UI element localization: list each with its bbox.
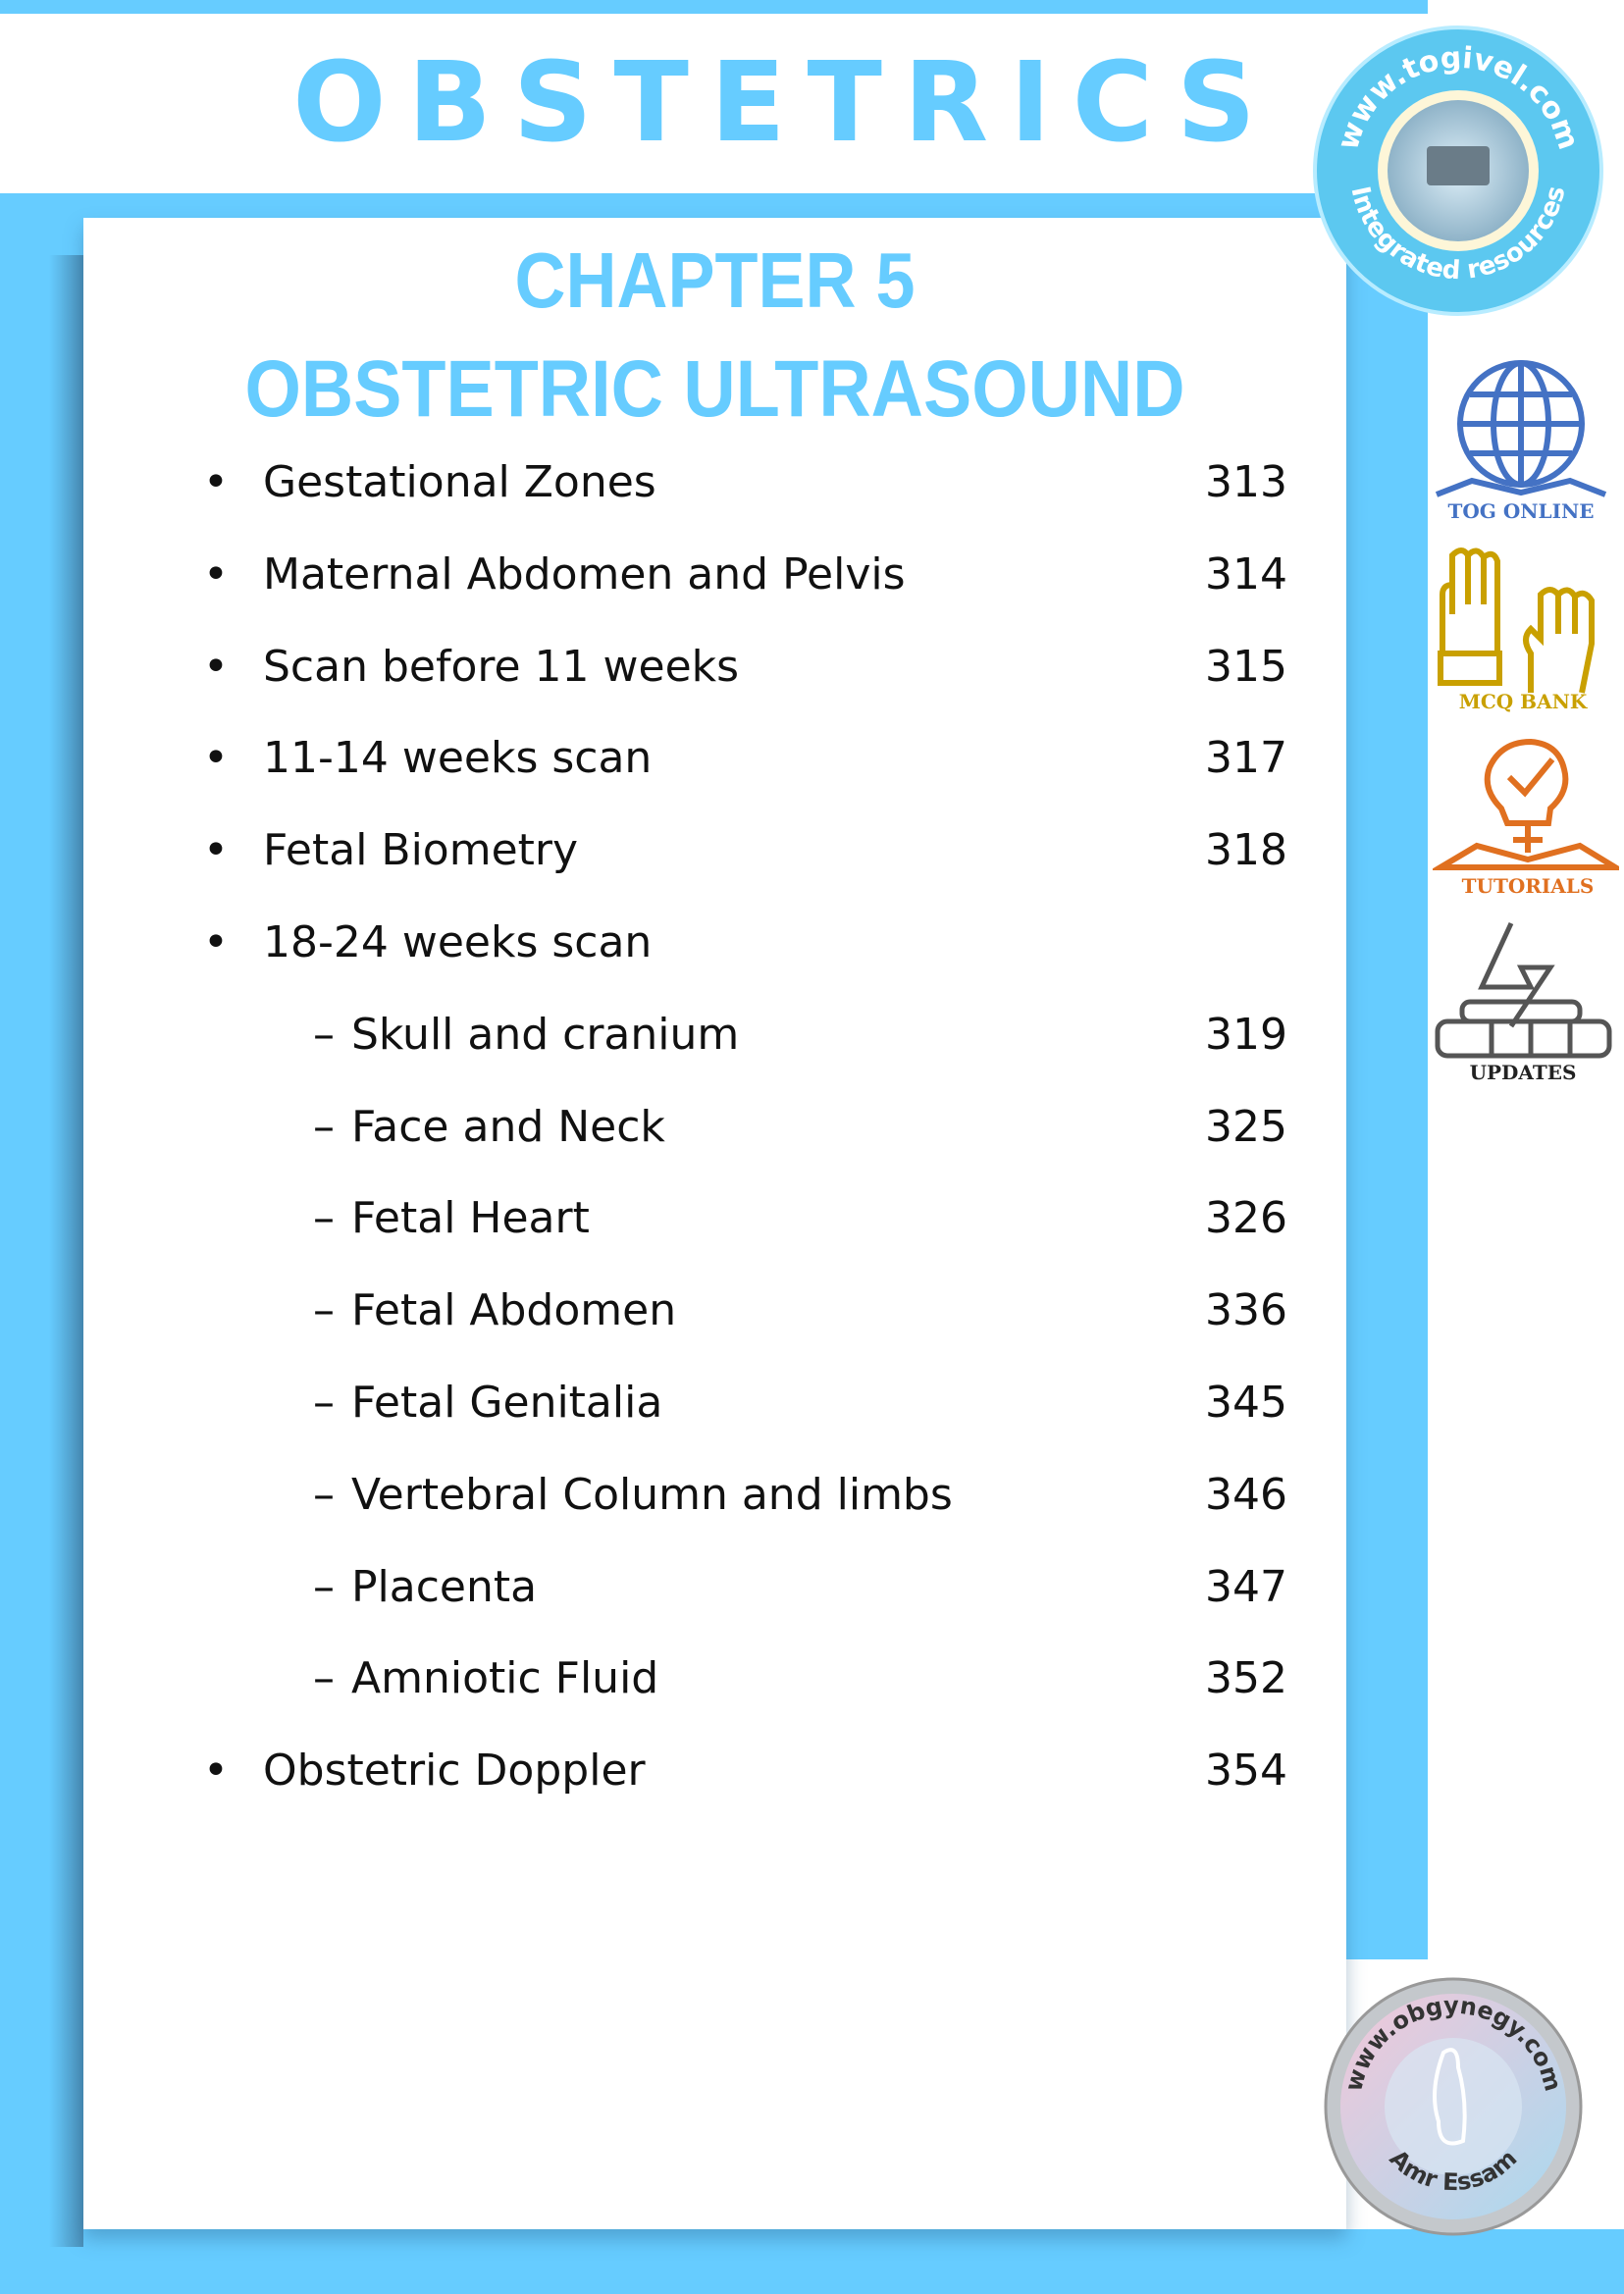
- toc-entry-label: Placenta: [351, 1561, 538, 1612]
- bullet-icon: •: [203, 457, 229, 507]
- toc-entry[interactable]: • Maternal Abdomen and Pelvis 314: [196, 549, 1287, 608]
- chapter-number: CHAPTER 5: [514, 236, 916, 324]
- toc-entry[interactable]: – Amniotic Fluid 352: [196, 1653, 1287, 1712]
- toc-entry-label: Obstetric Doppler: [263, 1746, 646, 1797]
- toc-entry[interactable]: • Obstetric Doppler 354: [196, 1746, 1287, 1804]
- toc-entry[interactable]: – Skull and cranium 319: [196, 1010, 1287, 1069]
- toc-entry-label: 18-24 weeks scan: [263, 917, 653, 967]
- dash-icon: –: [313, 1378, 335, 1428]
- svg-text:MCQ BANK: MCQ BANK: [1459, 690, 1588, 713]
- toc-entry-page: 315: [1205, 641, 1287, 692]
- toc-entry[interactable]: – Placenta 347: [196, 1562, 1287, 1621]
- toc-entry-label: Fetal Biometry: [263, 825, 579, 876]
- bullet-icon: •: [203, 1746, 229, 1797]
- card-shadow: [49, 255, 83, 2247]
- toc-entry-page: 314: [1205, 548, 1287, 600]
- top-strip: [0, 0, 1428, 14]
- dash-icon: –: [313, 1193, 335, 1244]
- toc-entry-label: Vertebral Column and limbs: [351, 1469, 953, 1520]
- toc-entry-page: 313: [1205, 457, 1287, 507]
- toc-entry-label: Fetal Genitalia: [351, 1378, 663, 1428]
- toc-entry-label: Fetal Heart: [351, 1193, 590, 1244]
- svg-text:TOG ONLINE: TOG ONLINE: [1448, 499, 1595, 523]
- raised-hands-icon: [1438, 547, 1595, 694]
- globe-book-icon: [1435, 360, 1607, 497]
- toc-entry-page: 336: [1205, 1285, 1287, 1336]
- bullet-icon: •: [203, 548, 229, 600]
- toc-entry-label: 11-14 weeks scan: [263, 733, 653, 784]
- toc-entry-page: 317: [1205, 733, 1287, 784]
- toc-entry-page: 347: [1205, 1561, 1287, 1612]
- toc-entry-label: Face and Neck: [351, 1101, 665, 1152]
- bullet-icon: •: [203, 733, 229, 784]
- toc-entry-page: 319: [1205, 1009, 1287, 1060]
- toc-entry-page: 326: [1205, 1193, 1287, 1244]
- toc-entry[interactable]: – Fetal Abdomen 336: [196, 1285, 1287, 1344]
- dash-icon: –: [313, 1469, 335, 1520]
- dash-icon: –: [313, 1561, 335, 1612]
- toc-entry-label: Gestational Zones: [263, 457, 656, 507]
- dash-icon: –: [313, 1101, 335, 1152]
- toc-entry-page: 318: [1205, 825, 1287, 876]
- toc-entry[interactable]: • Gestational Zones 313: [196, 457, 1287, 516]
- toc-entry-label: Fetal Abdomen: [351, 1285, 677, 1336]
- toc-entry[interactable]: • 11-14 weeks scan 317: [196, 733, 1287, 792]
- lightbulb-book-icon: [1433, 738, 1619, 870]
- toc-entry-page: 352: [1205, 1653, 1287, 1704]
- dash-icon: –: [313, 1285, 335, 1336]
- toc-entry-label: Scan before 11 weeks: [263, 641, 740, 692]
- content-card: [83, 218, 1346, 2229]
- toc-entry-page: 346: [1205, 1469, 1287, 1520]
- toc-entry-label: Skull and cranium: [351, 1009, 740, 1060]
- toc-entry[interactable]: – Face and Neck 325: [196, 1102, 1287, 1161]
- togivel-logo[interactable]: www.togivel.com Integrated resources: [1311, 24, 1605, 318]
- dash-icon: –: [313, 1653, 335, 1704]
- toc-entry-page: 325: [1205, 1101, 1287, 1152]
- toc-entry[interactable]: – Fetal Genitalia 345: [196, 1378, 1287, 1436]
- chapter-title: OBSTETRIC ULTRASOUND: [244, 344, 1185, 434]
- toc-entry[interactable]: • Fetal Biometry 318: [196, 825, 1287, 884]
- bottom-frame: [0, 2229, 1624, 2294]
- obgynegy-logo[interactable]: www.obgynegy.com Amr Essam: [1321, 1974, 1586, 2239]
- page-title: OBSTETRICS: [292, 39, 1278, 167]
- toc-entry-page: 354: [1205, 1746, 1287, 1797]
- toc-entry-label: Maternal Abdomen and Pelvis: [263, 548, 906, 600]
- tog-online-link[interactable]: TOG ONLINE: [1433, 355, 1609, 524]
- lightning-books-icon: [1435, 921, 1612, 1059]
- svg-text:TUTORIALS: TUTORIALS: [1462, 874, 1595, 898]
- toc-entry-label: Amniotic Fluid: [351, 1653, 659, 1704]
- mcq-bank-link[interactable]: MCQ BANK: [1433, 546, 1614, 714]
- updates-link[interactable]: UPDATES: [1433, 918, 1614, 1087]
- toc-entry-page: 345: [1205, 1378, 1287, 1428]
- bullet-icon: •: [203, 641, 229, 692]
- bullet-icon: •: [203, 825, 229, 876]
- toc-entry[interactable]: – Fetal Heart 326: [196, 1193, 1287, 1252]
- dash-icon: –: [313, 1009, 335, 1060]
- tutorials-link[interactable]: TUTORIALS: [1433, 730, 1619, 899]
- toc-entry[interactable]: • 18-24 weeks scan: [196, 917, 1287, 976]
- svg-text:UPDATES: UPDATES: [1470, 1061, 1577, 1084]
- toc-entry[interactable]: – Vertebral Column and limbs 346: [196, 1470, 1287, 1529]
- bullet-icon: •: [203, 917, 229, 967]
- toc-entry[interactable]: • Scan before 11 weeks 315: [196, 642, 1287, 701]
